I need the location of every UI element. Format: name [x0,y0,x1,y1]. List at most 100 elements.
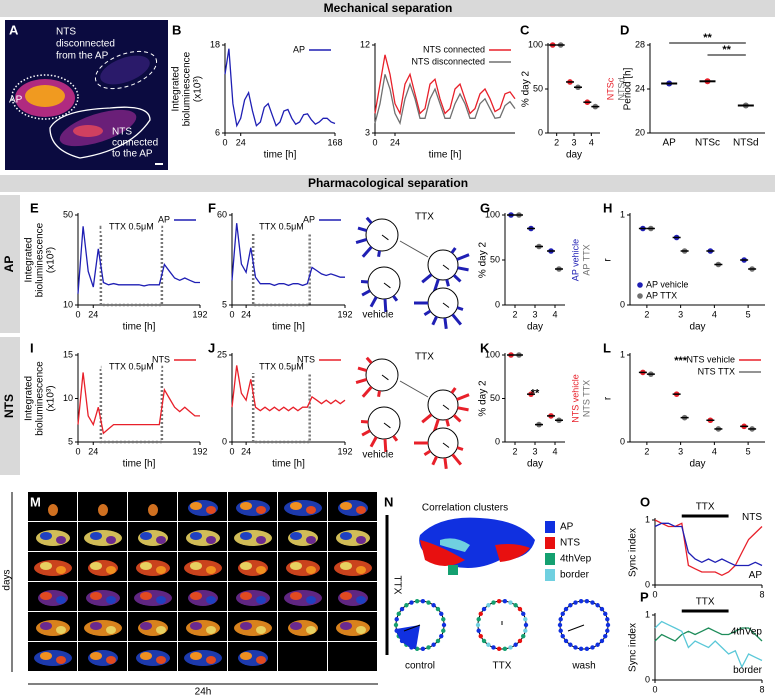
y-tick-label: 24 [635,83,645,93]
signal [90,532,102,540]
legend-swatch [545,553,555,565]
y-tick-label: 5 [68,436,73,446]
y-tick-label: 1 [620,209,625,219]
legend-label: NTS [152,354,170,364]
phase-spike [452,274,462,283]
clock-hand [442,264,450,270]
phase-dot [560,611,565,617]
signal [148,504,158,516]
phase-dot [568,603,573,608]
phase-dot [491,645,496,650]
phase-spike [369,436,378,448]
x-tick-label: 24 [236,137,246,147]
ap-signal-core [25,85,65,107]
x-tick-label: 0 [222,137,227,147]
signal [40,652,52,660]
signal [240,562,252,570]
arrow [399,380,429,398]
signal [84,530,122,546]
phase-dot [584,646,590,652]
significance: ** [722,44,731,56]
x-tick-label: 192 [337,309,352,319]
signal [56,536,66,544]
x-tick-label: AP [662,138,676,149]
x-tick-label: 3 [532,446,537,456]
phase-dot [595,603,600,608]
signal [206,596,216,604]
phase-dot [420,646,426,652]
phase-dot [563,638,569,644]
phase-spike [451,313,463,326]
clock-label: vehicle [362,450,394,461]
phase-dot [393,622,399,628]
x-tick-label: 2 [554,137,559,147]
x-tick-label: 4 [712,446,717,456]
signal [356,626,366,634]
y-tick-label: 0 [222,436,227,446]
x-tick-label: 192 [192,446,207,456]
ttx-label: TTX [391,576,402,595]
x-tick-label: 0 [75,309,80,319]
section-title: Mechanical separation [324,1,453,15]
signal [56,656,66,664]
clock-hand [383,282,391,289]
signal [106,536,116,544]
signal [206,566,216,574]
trace [374,74,516,126]
signal [234,530,272,546]
phase-dot [578,598,584,604]
panel-label: A [9,22,19,37]
signal [90,622,102,630]
x-tick-label: 2 [512,309,517,319]
y-axis-label: Period [h] [623,67,634,110]
panel-label: O [640,494,650,509]
legend-swatch [545,537,555,549]
phase-dot [431,603,436,608]
legend-label: NTS connected [423,44,485,54]
trace [654,519,763,577]
signal [140,562,152,570]
phase-spike [456,306,464,311]
phase-dot [523,622,529,628]
trace [231,365,346,412]
clock-hand [381,234,389,241]
signal [356,536,366,544]
ttx-label: TTX [696,502,715,513]
phase-dot [599,606,605,612]
phase-dot [502,646,508,652]
legend-label: 4thVep [731,627,763,638]
duration-label: 24h [195,687,212,697]
phase-dot [523,617,528,622]
x-tick-label: 2 [512,446,517,456]
signal [190,532,202,540]
signal [256,626,266,634]
phase-spike [445,419,450,427]
signal [206,536,216,544]
signal [240,502,252,510]
title: Correlation clusters [422,503,508,514]
phase-dot [441,628,446,633]
signal [190,622,202,630]
legend-label: border [733,665,763,676]
phase-dot [523,628,528,633]
section-title: Pharmacological separation [308,176,468,190]
legend-label: AP [158,214,170,224]
signal [34,560,72,576]
x-tick-label: 4 [552,446,557,456]
phase-spike [443,457,448,469]
x-tick-label: 4 [589,137,594,147]
phase-dot [595,642,600,647]
signal [156,566,166,574]
image-cell [278,642,327,671]
ttx-label: TTX 0.5μM [259,221,304,231]
phase-dot [557,622,563,628]
phase-dot [476,617,481,622]
signal [234,620,272,636]
x-tick-label: 4 [552,309,557,319]
phase-dot [414,598,420,604]
y-axis-label: Sync index [628,623,639,672]
legend-label: NTS disconnected [411,56,485,66]
phase-dot [578,646,584,652]
clock-hand [442,302,450,308]
ap-outline [11,74,79,120]
